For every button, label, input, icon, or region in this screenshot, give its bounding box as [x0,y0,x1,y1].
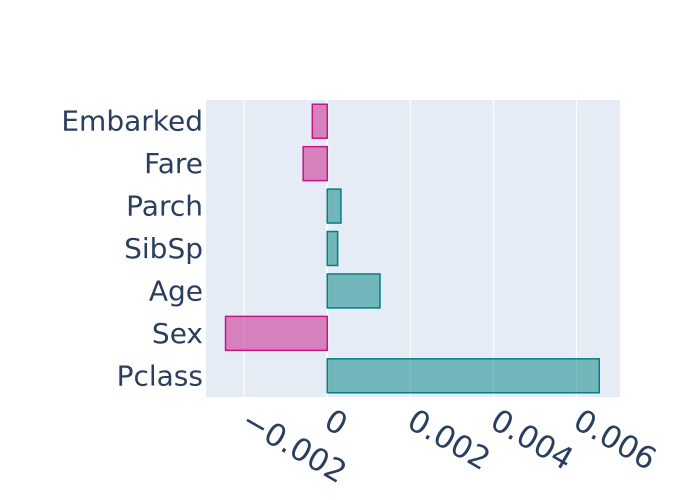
y-tick-label-embarked: Embarked [61,105,203,138]
y-tick-label-fare: Fare [144,147,203,180]
bar-pclass [326,358,600,394]
x-tick-label-1: 0 [318,402,353,443]
y-axis-tick-labels: Pclass Sex Age SibSp Parch Fare Embarked [61,105,203,393]
bar-age [326,273,381,309]
y-tick-label-parch: Parch [126,190,203,223]
bar-sibsp [326,230,339,267]
x-tick-label-4: 0.006 [567,402,662,478]
plot-background [206,100,620,397]
y-tick-label-sex: Sex [152,317,203,350]
bar-embarked [311,103,329,139]
y-tick-label-sibsp: SibSp [124,232,203,265]
y-tick-label-age: Age [149,274,203,307]
x-tick-label-2: 0.002 [401,402,496,478]
bar-sex [224,315,329,352]
bars [224,103,600,394]
x-tick-label-3: 0.004 [484,402,579,478]
y-tick-label-pclass: Pclass [117,359,203,392]
bar-fare [302,145,329,182]
bar-parch [326,188,342,224]
